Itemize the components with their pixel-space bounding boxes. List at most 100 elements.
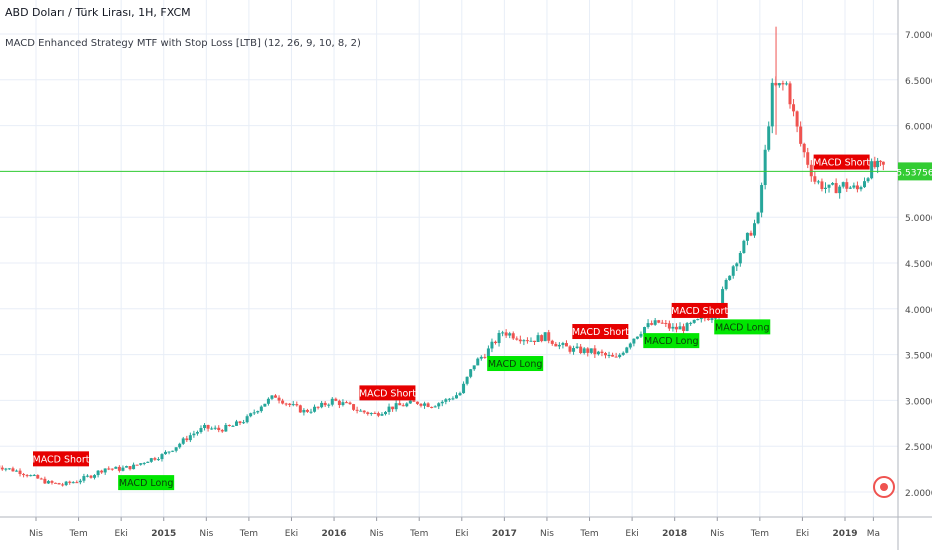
candle-body xyxy=(394,403,398,410)
candle-body xyxy=(699,316,703,320)
candle-body xyxy=(799,126,803,144)
candle-body xyxy=(259,406,263,412)
candle-body xyxy=(220,430,224,432)
candle-body xyxy=(643,327,647,334)
symbol-title: ABD Doları / Türk Lirası, 1H, FXCM xyxy=(5,6,191,19)
candle-body xyxy=(451,398,455,400)
candle-body xyxy=(362,410,366,413)
candle-body xyxy=(142,462,146,464)
candle-body xyxy=(721,289,725,307)
signal-label-text: MACD Long xyxy=(119,478,174,489)
candle-body xyxy=(831,183,835,185)
candle-body xyxy=(550,340,554,344)
x-tick-label: Nis xyxy=(370,529,384,539)
candle-body xyxy=(71,482,75,484)
candle-body xyxy=(401,405,405,407)
candle-body xyxy=(838,186,842,194)
y-tick-label: 7.00000 xyxy=(905,31,932,41)
candle-body xyxy=(270,395,274,399)
candle-body xyxy=(589,348,593,353)
candle-body xyxy=(760,185,764,213)
candle-body xyxy=(767,126,771,150)
y-tick-label: 3.00000 xyxy=(905,397,932,407)
candle-body xyxy=(412,400,416,402)
candle-body xyxy=(813,176,817,182)
candle-body xyxy=(823,187,827,189)
signal-label-text: MACD Short xyxy=(33,454,90,465)
candle-body xyxy=(11,468,15,472)
candle-body xyxy=(135,464,139,466)
x-tick-label: Eki xyxy=(285,529,298,539)
current-price-value: 5.53756 xyxy=(896,168,932,178)
candle-body xyxy=(391,406,395,410)
y-tick-label: 3.50000 xyxy=(905,352,932,362)
candle-body xyxy=(564,343,568,347)
candle-body xyxy=(596,351,600,355)
candle-body xyxy=(50,481,54,483)
candle-body xyxy=(792,104,796,112)
candle-body xyxy=(784,83,788,85)
macd-long-label xyxy=(714,319,771,335)
candle-body xyxy=(440,401,444,404)
candle-body xyxy=(64,481,68,486)
candle-body xyxy=(628,343,632,348)
candle-body xyxy=(689,322,693,324)
candle-body xyxy=(816,181,820,183)
candle-body xyxy=(618,354,622,358)
macd-short-label xyxy=(359,385,416,401)
y-tick-label: 4.50000 xyxy=(905,260,932,270)
candle-body xyxy=(188,435,192,441)
candle-body xyxy=(291,404,295,406)
candle-body xyxy=(288,403,292,406)
candle-body xyxy=(713,317,717,319)
candle-body xyxy=(419,403,423,406)
candle-body xyxy=(497,332,501,344)
candle-body xyxy=(18,470,22,475)
y-tick-label: 2.00000 xyxy=(905,489,932,499)
candle-body xyxy=(557,344,561,347)
candle-body xyxy=(341,402,345,406)
candle-body xyxy=(444,399,448,402)
candle-body xyxy=(156,459,160,461)
candle-body xyxy=(302,409,306,413)
candle-body xyxy=(298,405,302,413)
macd-long-label xyxy=(487,356,544,372)
signal-label-text: MACD Long xyxy=(644,336,699,347)
candle-body xyxy=(483,356,487,358)
candle-body xyxy=(878,160,882,162)
current-price-tag[interactable] xyxy=(898,162,932,181)
candle-body xyxy=(685,323,689,331)
candle-body xyxy=(29,475,33,477)
candle-body xyxy=(195,432,199,434)
y-tick-label: 6.00000 xyxy=(905,123,932,133)
signal-label-text: MACD Long xyxy=(488,359,543,370)
macd-short-label xyxy=(33,451,89,467)
candle-body xyxy=(93,475,97,478)
indicator-legend[interactable]: MACD Enhanced Strategy MTF with Stop Los… xyxy=(5,38,361,49)
candle-body xyxy=(586,348,590,353)
candle-body xyxy=(781,83,785,85)
candle-body xyxy=(806,152,810,165)
candle-body xyxy=(231,425,235,427)
candle-body xyxy=(376,413,380,416)
candle-body xyxy=(430,406,434,408)
candle-body xyxy=(458,393,462,396)
candle-body xyxy=(536,335,540,342)
y-tick-label: 6.50000 xyxy=(905,77,932,87)
x-tick-label: Tem xyxy=(409,529,428,539)
candle-body xyxy=(770,82,774,127)
candle-body xyxy=(36,475,40,479)
candle-body xyxy=(639,333,643,337)
candle-body xyxy=(199,428,203,433)
candle-body xyxy=(667,323,671,329)
candle-body xyxy=(380,414,384,416)
candle-body xyxy=(611,354,615,357)
candle-body xyxy=(501,332,505,334)
candle-body xyxy=(582,348,586,354)
x-tick-label: Tem xyxy=(579,529,598,539)
candle-body xyxy=(224,424,228,432)
candle-body xyxy=(646,323,650,328)
candle-body xyxy=(153,458,157,460)
candle-body xyxy=(848,187,852,189)
